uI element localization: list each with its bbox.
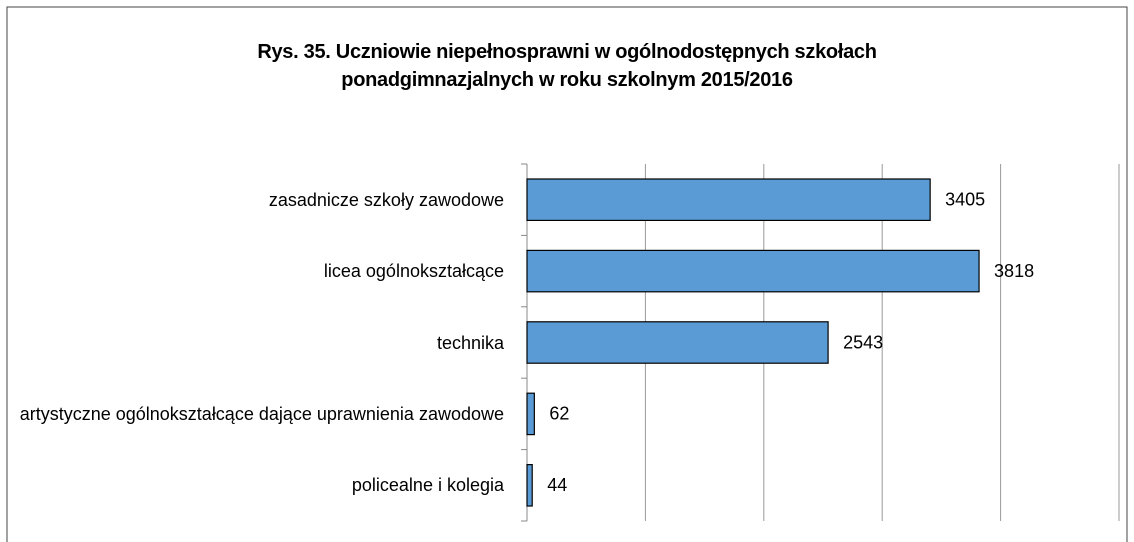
bar [526,463,533,507]
category-label: licea ogólnokształcące [323,261,504,282]
chart-title: Rys. 35. Uczniowie niepełnosprawni w ogó… [257,41,877,91]
bar [526,178,931,222]
category-label: policealne i kolegia [351,475,504,496]
category-label: artystyczne ogólnokształcące dające upra… [19,403,504,424]
category-label: technika [436,332,504,353]
bar [526,392,535,436]
frame [6,6,1128,542]
value-label: 3405 [945,189,985,209]
bar [526,249,980,293]
bar [526,321,829,364]
value-label: 44 [547,475,567,495]
value-label: 3818 [994,261,1034,281]
value-label: 2543 [843,332,883,352]
value-label: 62 [549,404,569,424]
category-label: zasadnicze szkoły zawodowe [268,189,504,210]
